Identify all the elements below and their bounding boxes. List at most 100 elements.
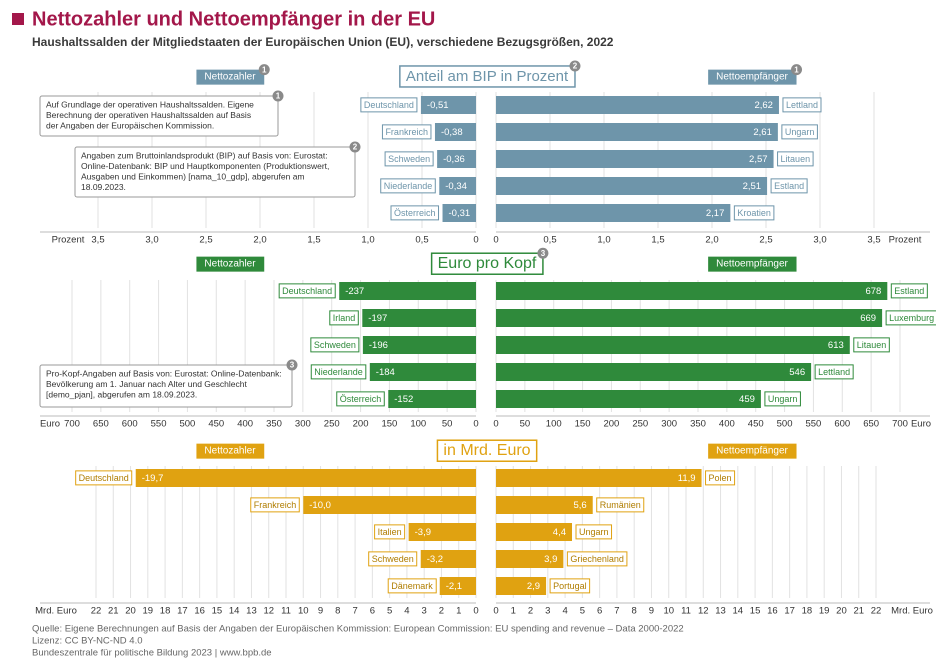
category-label-box	[390, 205, 440, 221]
bar	[439, 577, 476, 595]
value-label: 4,4	[553, 527, 566, 538]
category-label: Frankreich	[254, 500, 297, 510]
x-tick-label: 9	[318, 606, 323, 617]
value-label: -2,1	[446, 581, 462, 592]
category-label: Schweden	[388, 154, 430, 164]
category-label-box	[764, 391, 801, 407]
category-label-box	[575, 524, 613, 540]
value-label: 5,6	[574, 500, 587, 511]
bar	[496, 282, 888, 300]
footnote-marker	[286, 359, 298, 371]
x-tick-label: 250	[632, 419, 648, 430]
x-tick-label: 3,5	[91, 235, 104, 246]
side-header-box	[196, 256, 265, 272]
x-tick-label: 350	[690, 419, 706, 430]
x-tick-label: 22	[871, 606, 882, 617]
bar	[369, 363, 476, 381]
x-tick-label: 100	[546, 419, 562, 430]
category-label-box	[374, 524, 406, 540]
category-label: Estland	[774, 181, 804, 191]
category-label-box	[853, 337, 890, 353]
bar	[408, 523, 476, 541]
x-tick-label: 1,0	[361, 235, 374, 246]
bar	[439, 177, 476, 195]
note-line: Pro-Kopf-Angaben auf Basis von: Eurostat…	[46, 368, 282, 378]
x-tick-label: 17	[784, 606, 795, 617]
note-line: Berechnung der operativen Haushaltssalde…	[46, 110, 251, 120]
bar	[420, 96, 476, 114]
x-tick-label: 1,0	[597, 235, 610, 246]
value-label: 546	[789, 367, 805, 378]
category-label-box	[705, 470, 736, 486]
bar	[496, 309, 883, 327]
x-tick-label: 250	[324, 419, 340, 430]
category-label: Estland	[894, 286, 924, 296]
side-header-box	[196, 69, 265, 85]
panel-title-box	[436, 439, 538, 462]
x-tick-label: 7	[614, 606, 619, 617]
bar	[437, 150, 476, 168]
value-label: -237	[345, 286, 364, 297]
value-label: -0,38	[441, 127, 463, 138]
x-tick-label: 16	[767, 606, 778, 617]
footnote-marker	[791, 64, 803, 76]
category-label: Dänemark	[391, 581, 433, 591]
footnote-marker	[349, 141, 361, 153]
x-tick-label: 5	[387, 606, 392, 617]
note-box	[39, 364, 293, 408]
x-tick-label: 500	[179, 419, 195, 430]
x-tick-label: 10	[298, 606, 309, 617]
x-tick-label: 600	[122, 419, 138, 430]
bar	[496, 363, 812, 381]
bar	[496, 469, 702, 487]
category-label: Litauen	[781, 154, 811, 164]
x-tick-label: 13	[246, 606, 257, 617]
x-tick-label: 13	[715, 606, 726, 617]
value-label: -3,2	[427, 554, 443, 565]
category-label: Österreich	[394, 208, 436, 218]
x-tick-label: 450	[748, 419, 764, 430]
x-tick-label: 650	[863, 419, 879, 430]
note-line: 18.09.2023.	[81, 182, 126, 192]
x-tick-label: 2	[439, 606, 444, 617]
x-tick-label: 16	[194, 606, 205, 617]
x-tick-label: 7	[352, 606, 357, 617]
x-tick-label: 1	[511, 606, 516, 617]
x-tick-label: 0	[473, 235, 478, 246]
footer-source: Quelle: Eigene Berechnungen auf Basis de…	[32, 624, 684, 635]
category-label-box	[360, 97, 418, 113]
value-label: -197	[368, 313, 387, 324]
note-line: der Angaben der Europäischen Kommission.	[46, 120, 214, 130]
x-tick-label: 500	[777, 419, 793, 430]
side-header-box	[708, 443, 797, 459]
category-label: Niederlande	[384, 181, 433, 191]
bar	[496, 204, 731, 222]
x-tick-label: 700	[892, 419, 908, 430]
side-header: Nettozahler	[204, 72, 256, 83]
category-label-box	[75, 470, 133, 486]
category-label-box	[890, 283, 928, 299]
x-tick-label: 0	[473, 419, 478, 430]
value-label: 613	[828, 340, 844, 351]
x-tick-label: 150	[381, 419, 397, 430]
value-label: -19,7	[142, 473, 164, 484]
category-label: Schweden	[314, 340, 356, 350]
value-label: -152	[394, 394, 413, 405]
category-label-box	[380, 178, 436, 194]
axis-unit: Euro	[40, 419, 60, 430]
footer-license: Lizenz: CC BY-NC-ND 4.0	[32, 636, 143, 647]
note-line: [demo_pjan], abgerufen am 18.09.2023.	[46, 389, 197, 399]
x-tick-label: 6	[597, 606, 602, 617]
x-tick-label: 11	[281, 606, 291, 617]
category-label: Niederlande	[314, 367, 363, 377]
x-tick-label: 350	[266, 419, 282, 430]
x-tick-label: 50	[442, 419, 453, 430]
value-label: -0,31	[449, 208, 471, 219]
x-tick-label: 50	[520, 419, 531, 430]
footnote-number: 1	[276, 92, 281, 101]
footnote-number: 2	[573, 62, 578, 71]
x-tick-label: 200	[353, 419, 369, 430]
x-tick-label: 4	[562, 606, 567, 617]
note-line: Online-Datenbank: BIP und Hauptkomponent…	[81, 161, 329, 171]
